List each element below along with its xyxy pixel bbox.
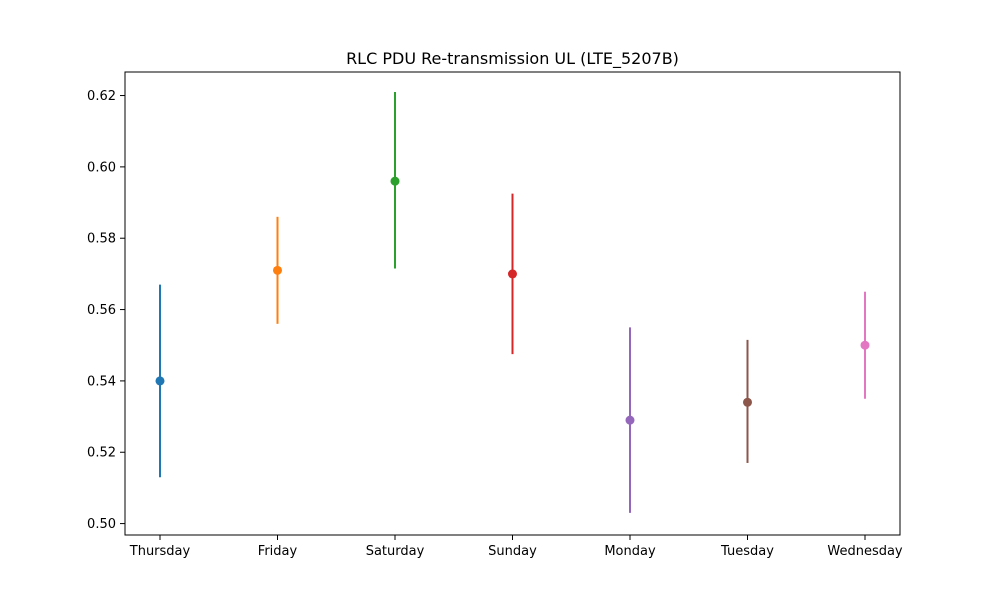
- y-tick-label: 0.50: [87, 517, 116, 532]
- x-tick-label: Friday: [258, 544, 298, 559]
- y-tick-label: 0.54: [87, 374, 116, 389]
- data-point-tuesday: [743, 397, 752, 407]
- x-tick-label: Thursday: [129, 544, 191, 559]
- x-tick-label: Monday: [604, 544, 656, 559]
- data-point-friday: [273, 265, 282, 275]
- chart-title: RLC PDU Re-transmission UL (LTE_5207B): [346, 49, 679, 69]
- x-tick-label: Saturday: [366, 544, 425, 559]
- x-axis: Thursday Friday Saturday Sunday Monday Tuesda…: [129, 535, 903, 559]
- y-tick-label: 0.52: [87, 446, 116, 461]
- y-axis: 0.50 0.52 0.54 0.56 0.58 0.60 0.62: [87, 89, 125, 532]
- x-tick-label: Wednesday: [827, 544, 903, 559]
- data-marks: [155, 91, 870, 513]
- data-point-saturday: [390, 176, 400, 186]
- x-tick-label: Sunday: [488, 544, 537, 559]
- data-point-sunday: [508, 269, 517, 279]
- data-point-wednesday: [860, 340, 870, 350]
- data-point-monday: [625, 415, 635, 425]
- data-point-thursday: [155, 376, 165, 386]
- y-tick-label: 0.58: [87, 232, 116, 247]
- y-tick-label: 0.60: [87, 160, 116, 175]
- x-tick-label: Tuesday: [720, 544, 774, 559]
- y-tick-label: 0.62: [87, 89, 116, 104]
- y-tick-label: 0.56: [87, 303, 116, 318]
